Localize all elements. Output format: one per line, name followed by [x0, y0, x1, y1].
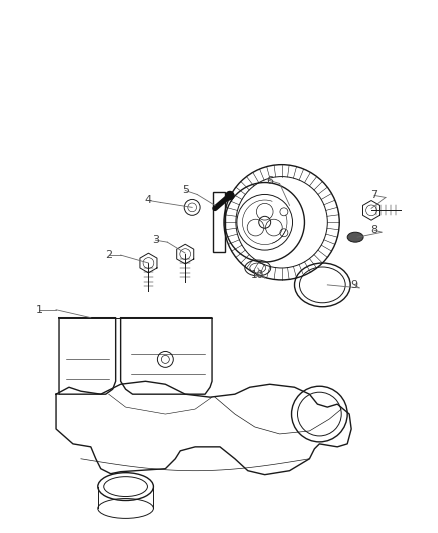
Text: 9: 9 [350, 280, 358, 290]
Text: 7: 7 [371, 190, 378, 200]
Text: 5: 5 [182, 185, 189, 196]
Text: 1: 1 [35, 305, 42, 314]
Text: 3: 3 [152, 235, 159, 245]
Text: 6: 6 [266, 175, 273, 185]
Ellipse shape [347, 232, 363, 242]
Text: 2: 2 [105, 250, 112, 260]
Text: 10: 10 [251, 270, 264, 280]
Text: 8: 8 [371, 225, 378, 235]
Circle shape [226, 191, 234, 199]
Text: 4: 4 [145, 196, 152, 205]
